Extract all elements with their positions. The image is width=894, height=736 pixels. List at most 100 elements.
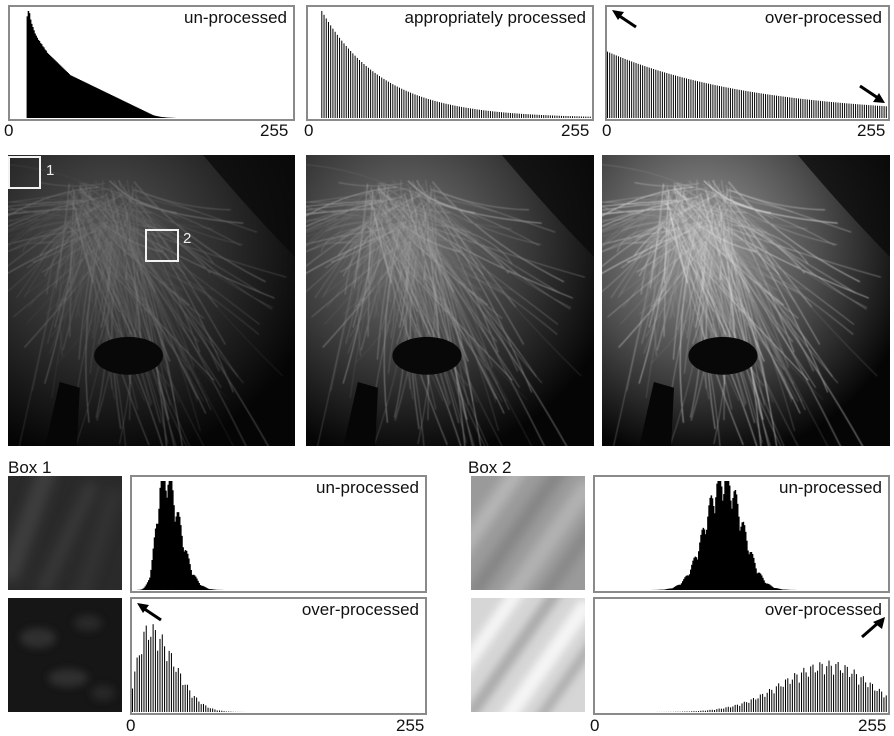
histogram-bar — [157, 650, 159, 712]
histogram-bar — [198, 582, 200, 590]
histogram-bar — [762, 577, 764, 590]
histogram-bar — [715, 497, 717, 590]
histogram-bar — [574, 116, 576, 118]
histogram-bar — [472, 108, 474, 118]
cell-image — [8, 155, 295, 446]
histogram-bar — [693, 711, 695, 712]
histogram-bar — [734, 489, 737, 590]
histogram-bar — [718, 708, 720, 712]
histogram-bar — [144, 111, 147, 118]
histogram-bar — [161, 634, 163, 712]
histogram-bar — [852, 103, 854, 118]
histogram-bar — [694, 556, 697, 590]
histogram-bar — [704, 710, 706, 712]
histogram-bar — [739, 530, 741, 590]
histogram-bar — [345, 45, 347, 118]
histogram-bar — [153, 115, 156, 118]
histogram-bar — [438, 102, 440, 118]
roi-label-2: 2 — [183, 230, 192, 247]
histogram-bar — [795, 98, 797, 118]
histogram-bar — [403, 89, 405, 118]
histogram-bar — [846, 666, 848, 712]
histogram-bar — [525, 114, 527, 118]
histogram-bar — [549, 115, 551, 118]
histogram-bar — [363, 64, 365, 118]
histogram-bar — [142, 110, 145, 118]
histogram-bar — [580, 116, 582, 118]
histogram-title: appropriately processed — [401, 8, 586, 28]
histogram-bar — [861, 104, 863, 118]
histogram-bar — [476, 109, 478, 118]
histogram-bar — [773, 588, 776, 590]
histogram-bar — [523, 113, 525, 118]
histogram-overprocessed: over-processed — [605, 5, 890, 121]
histogram-bar — [736, 89, 738, 118]
histogram-bar — [505, 112, 507, 118]
histogram-bar — [696, 559, 699, 590]
box2-histogram-overprocessed: over-processed — [593, 597, 890, 715]
histogram-bar — [671, 588, 674, 590]
histogram-bar — [405, 90, 407, 118]
histogram-bar — [509, 112, 511, 118]
histogram-bar — [161, 117, 163, 118]
histogram-bar — [874, 105, 876, 118]
histogram-bar — [365, 65, 367, 118]
histogram-bar — [796, 674, 798, 712]
histogram-bar — [716, 709, 718, 712]
histogram-bar — [478, 109, 480, 118]
box1-patch-overprocessed — [8, 598, 122, 712]
histogram-bar — [407, 91, 409, 118]
histogram-bar — [866, 104, 868, 118]
histogram-bar — [694, 80, 696, 118]
histogram-bar — [66, 71, 68, 118]
histogram-bar — [730, 707, 732, 712]
histogram-bar — [667, 588, 669, 590]
histogram-bar — [683, 579, 685, 590]
histogram-bar — [776, 95, 778, 118]
histogram-bar — [87, 83, 89, 118]
histogram-bar — [743, 525, 746, 590]
histogram-bar — [160, 116, 162, 118]
histogram-bar — [321, 11, 323, 118]
histogram-bar — [94, 86, 96, 118]
histogram-bar — [763, 580, 765, 590]
histogram-bar — [180, 673, 182, 712]
histogram-bar — [423, 97, 425, 118]
histogram-bar — [102, 91, 105, 118]
histogram-bar — [711, 498, 714, 590]
histogram-bar — [871, 683, 874, 712]
histogram-bar — [867, 687, 869, 712]
histogram-bar — [714, 85, 716, 118]
histogram-bar — [752, 557, 755, 590]
histogram-bar — [819, 662, 821, 712]
histogram-bar — [418, 96, 420, 118]
histogram-title: un-processed — [312, 478, 419, 498]
histogram-bar — [767, 583, 770, 590]
micrograph-unprocessed — [8, 155, 295, 446]
histogram-bar — [456, 106, 458, 118]
histogram-bar — [885, 695, 887, 712]
histogram-bar — [823, 674, 825, 712]
histogram-bar — [507, 112, 509, 118]
histogram-bar — [54, 60, 56, 118]
histogram-bar — [327, 21, 329, 119]
histogram-bar — [144, 586, 147, 590]
histogram-bar — [44, 49, 46, 118]
histogram-bar — [705, 83, 707, 118]
histogram-bar — [412, 93, 414, 118]
histogram-bar — [826, 101, 828, 118]
histogram-bar — [65, 70, 67, 118]
histogram-bar — [372, 71, 374, 118]
histogram-bar — [70, 75, 73, 118]
histogram-bar — [136, 107, 138, 118]
histogram-bar — [801, 672, 803, 712]
histogram-bar — [684, 711, 686, 712]
histogram-bar — [325, 18, 327, 118]
histogram-bar — [695, 711, 697, 712]
histogram-bar — [390, 82, 392, 118]
histogram-bar — [798, 682, 800, 712]
histogram-bar — [27, 11, 30, 118]
histogram-bar — [718, 481, 721, 590]
histogram-bar — [110, 95, 113, 118]
histogram-bar — [863, 104, 865, 118]
